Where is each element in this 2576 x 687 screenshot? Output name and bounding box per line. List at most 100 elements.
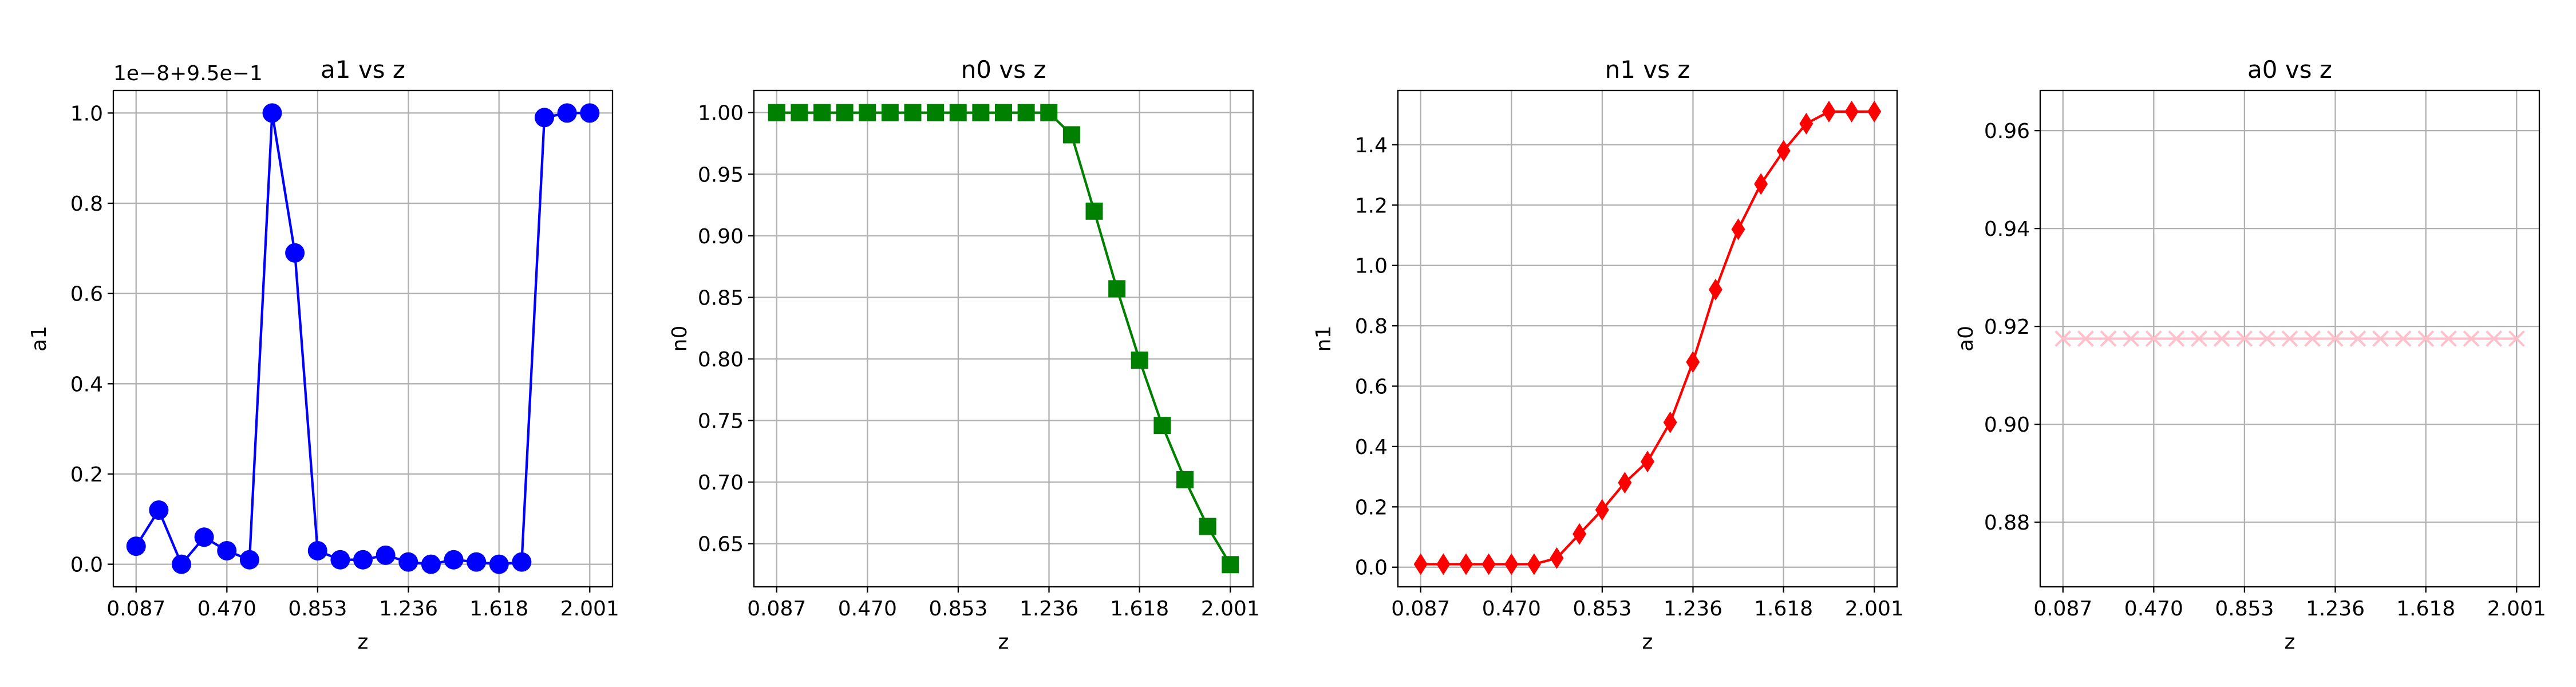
chart-title: a1 vs z xyxy=(321,56,405,84)
x-tick-label: 0.470 xyxy=(2124,597,2183,621)
marker xyxy=(2077,330,2094,347)
marker xyxy=(1413,553,1428,575)
marker xyxy=(1799,112,1814,135)
marker xyxy=(1504,553,1519,575)
marker xyxy=(836,104,854,121)
y-tick-label: 0.8 xyxy=(1355,315,1388,338)
y-tick-label: 0.4 xyxy=(1355,436,1388,459)
marker xyxy=(1017,104,1035,121)
y-tick-label: 0.75 xyxy=(698,410,744,433)
marker xyxy=(1754,173,1768,195)
y-tick-label: 0.2 xyxy=(70,463,103,487)
y-axis-label: a1 xyxy=(27,326,51,352)
y-axis-label: a0 xyxy=(1954,326,1978,352)
y-axis-label: n0 xyxy=(668,326,692,352)
marker xyxy=(149,500,169,520)
y-tick-label: 0.94 xyxy=(1984,218,2030,241)
marker xyxy=(1595,499,1609,521)
y-tick-label: 0.90 xyxy=(698,225,744,248)
marker xyxy=(1481,553,1496,575)
y-tick-label: 1.0 xyxy=(1355,255,1388,278)
marker xyxy=(972,104,990,121)
marker xyxy=(1108,280,1126,298)
x-axis-label: z xyxy=(1642,630,1653,654)
x-tick-label: 1.618 xyxy=(1754,597,1813,621)
y-tick-label: 0.92 xyxy=(1984,315,2030,339)
y-tick-label: 1.0 xyxy=(70,102,103,125)
marker xyxy=(2145,330,2162,347)
marker xyxy=(813,104,831,121)
y-tick-label: 0.6 xyxy=(1355,376,1388,399)
y-tick-label: 0.0 xyxy=(70,554,103,577)
marker xyxy=(1618,472,1632,494)
marker xyxy=(2349,330,2366,347)
y-axis-label: n1 xyxy=(1312,326,1336,352)
marker xyxy=(1176,471,1194,488)
marker xyxy=(1436,553,1451,575)
marker xyxy=(1153,417,1171,435)
marker xyxy=(1527,553,1541,575)
marker xyxy=(2304,330,2321,347)
y-tick-label: 1.2 xyxy=(1355,194,1388,218)
marker xyxy=(1731,218,1745,240)
x-tick-label: 0.853 xyxy=(2215,597,2274,621)
marker xyxy=(2191,330,2207,347)
x-axis-label: z xyxy=(998,630,1009,654)
subplot: 0.087 0.470 0.853 1.236 1.618 2.001 0.0 0.2 0.4 0… xyxy=(1312,56,1904,654)
x-tick-label: 0.470 xyxy=(197,597,256,621)
marker xyxy=(489,554,509,574)
y-tick-label: 0.6 xyxy=(70,283,103,306)
y-tick-label: 0.8 xyxy=(70,192,103,216)
marker xyxy=(2326,330,2344,347)
marker xyxy=(353,550,373,570)
y-tick-label: 0.0 xyxy=(1355,556,1388,580)
x-tick-label: 1.236 xyxy=(1664,597,1722,621)
x-tick-label: 2.001 xyxy=(1845,597,1904,621)
x-tick-label: 1.618 xyxy=(1110,597,1169,621)
marker xyxy=(2417,330,2435,347)
marker xyxy=(2213,330,2230,347)
marker xyxy=(126,536,146,556)
marker xyxy=(217,540,237,560)
x-tick-label: 1.618 xyxy=(2396,597,2455,621)
marker xyxy=(995,104,1012,121)
y-tick-label: 0.80 xyxy=(698,348,744,372)
marker xyxy=(580,103,600,123)
marker xyxy=(2395,330,2412,347)
marker xyxy=(2168,330,2185,347)
marker xyxy=(2463,330,2480,347)
x-tick-label: 0.087 xyxy=(2033,597,2092,621)
marker xyxy=(262,103,282,123)
y-tick-label: 0.95 xyxy=(698,163,744,187)
marker xyxy=(2440,330,2457,347)
marker xyxy=(2281,330,2298,347)
y-tick-label: 0.88 xyxy=(1984,511,2030,535)
marker xyxy=(927,104,945,121)
marker xyxy=(2258,330,2275,347)
marker xyxy=(1573,523,1587,545)
marker xyxy=(1867,100,1882,123)
x-tick-label: 2.001 xyxy=(1201,597,1260,621)
data-line xyxy=(776,111,1232,566)
marker xyxy=(1708,278,1722,301)
marker xyxy=(1844,100,1859,123)
y-tick-label: 1.4 xyxy=(1355,134,1388,157)
marker xyxy=(2055,330,2072,347)
marker xyxy=(1459,553,1473,575)
marker xyxy=(1663,411,1677,433)
x-tick-label: 0.853 xyxy=(288,597,347,621)
marker xyxy=(421,554,441,574)
marker xyxy=(2100,330,2117,347)
y-tick-label: 0.4 xyxy=(70,373,103,396)
axes-frame xyxy=(1397,89,1898,588)
marker xyxy=(881,104,899,121)
y-tick-label: 0.85 xyxy=(698,286,744,310)
marker xyxy=(1199,518,1216,535)
y-offset-label: 1e−8+9.5e−1 xyxy=(113,62,263,85)
marker xyxy=(904,104,922,121)
x-tick-label: 1.618 xyxy=(469,597,528,621)
marker xyxy=(791,104,808,121)
marker xyxy=(2508,330,2525,347)
marker xyxy=(1040,104,1058,121)
y-tick-label: 1.00 xyxy=(698,102,744,125)
